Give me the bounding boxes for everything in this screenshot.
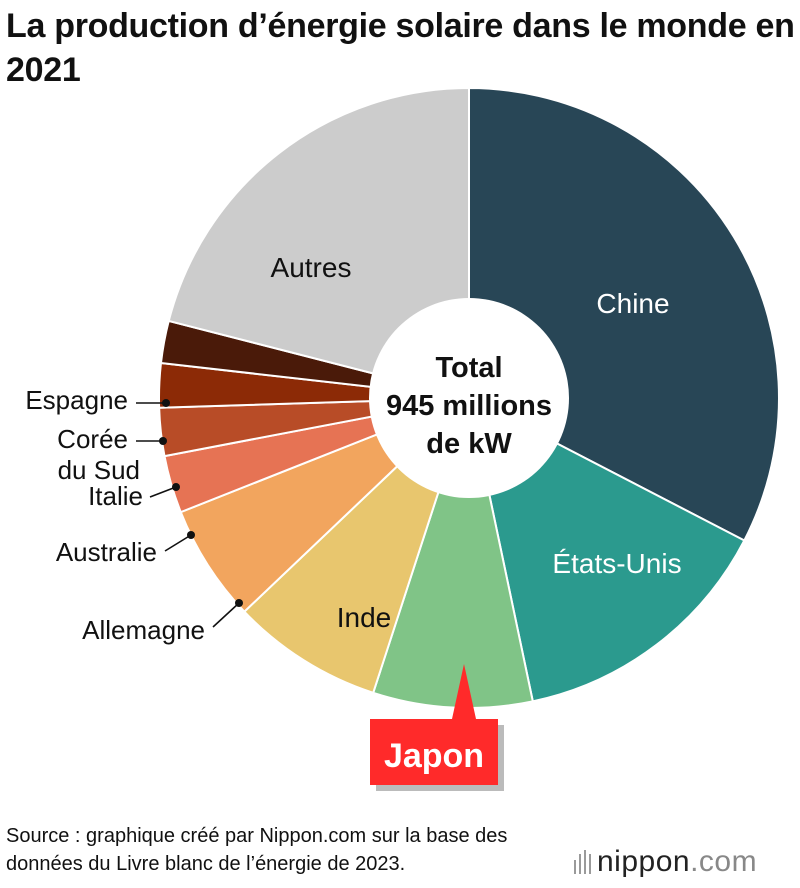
chart-title: La production d’énergie solaire dans le … — [6, 7, 795, 89]
center-total-unit: de kW — [426, 428, 512, 460]
slice-etats-unis — [468, 397, 746, 703]
japon-callout-label: Japon — [384, 737, 484, 775]
leader-line-italie — [149, 486, 177, 498]
slice-label-coree-du-sud-line1: Corée — [57, 424, 128, 454]
leader-line-australie — [164, 534, 192, 552]
source-note: Source : graphique créé par Nippon.com s… — [6, 825, 508, 875]
leader-lines — [136, 399, 243, 628]
donut-hole — [369, 298, 569, 498]
japon-callout: Japon — [370, 664, 504, 791]
slice-label-coree-du-sud-line2: du Sud — [58, 455, 140, 485]
leader-dot-australie — [187, 531, 195, 539]
leader-dot-coree-du-sud — [159, 437, 167, 445]
slice-label-inde: Inde — [337, 602, 392, 633]
slice-japon — [372, 397, 534, 709]
logo-tld: .com — [690, 845, 758, 878]
slice-label-italie: Italie — [88, 481, 143, 511]
slice-labels: Chine États-Unis Inde Allemagne Australie Ita… — [25, 252, 681, 645]
leader-dot-espagne — [162, 399, 170, 407]
slice-autres — [167, 87, 470, 399]
japon-callout-box — [370, 664, 498, 785]
logo-bars-icon — [574, 850, 591, 874]
slice-label-etats-unis: États-Unis — [552, 548, 681, 579]
logo-name: nippon — [597, 845, 691, 878]
nippon-logo: nippon.com — [574, 842, 757, 882]
slice-label-autres: Autres — [271, 252, 352, 283]
slice-label-australie: Australie — [56, 537, 157, 567]
center-total-label: Total — [435, 352, 502, 384]
slice-label-allemagne: Allemagne — [82, 615, 205, 645]
leader-dot-allemagne — [235, 599, 243, 607]
center-total-value: 945 millions — [386, 390, 552, 422]
leader-line-allemagne — [212, 602, 240, 628]
slice-label-espagne: Espagne — [25, 385, 128, 415]
slice-label-chine: Chine — [596, 288, 669, 319]
leader-dot-italie — [172, 483, 180, 491]
